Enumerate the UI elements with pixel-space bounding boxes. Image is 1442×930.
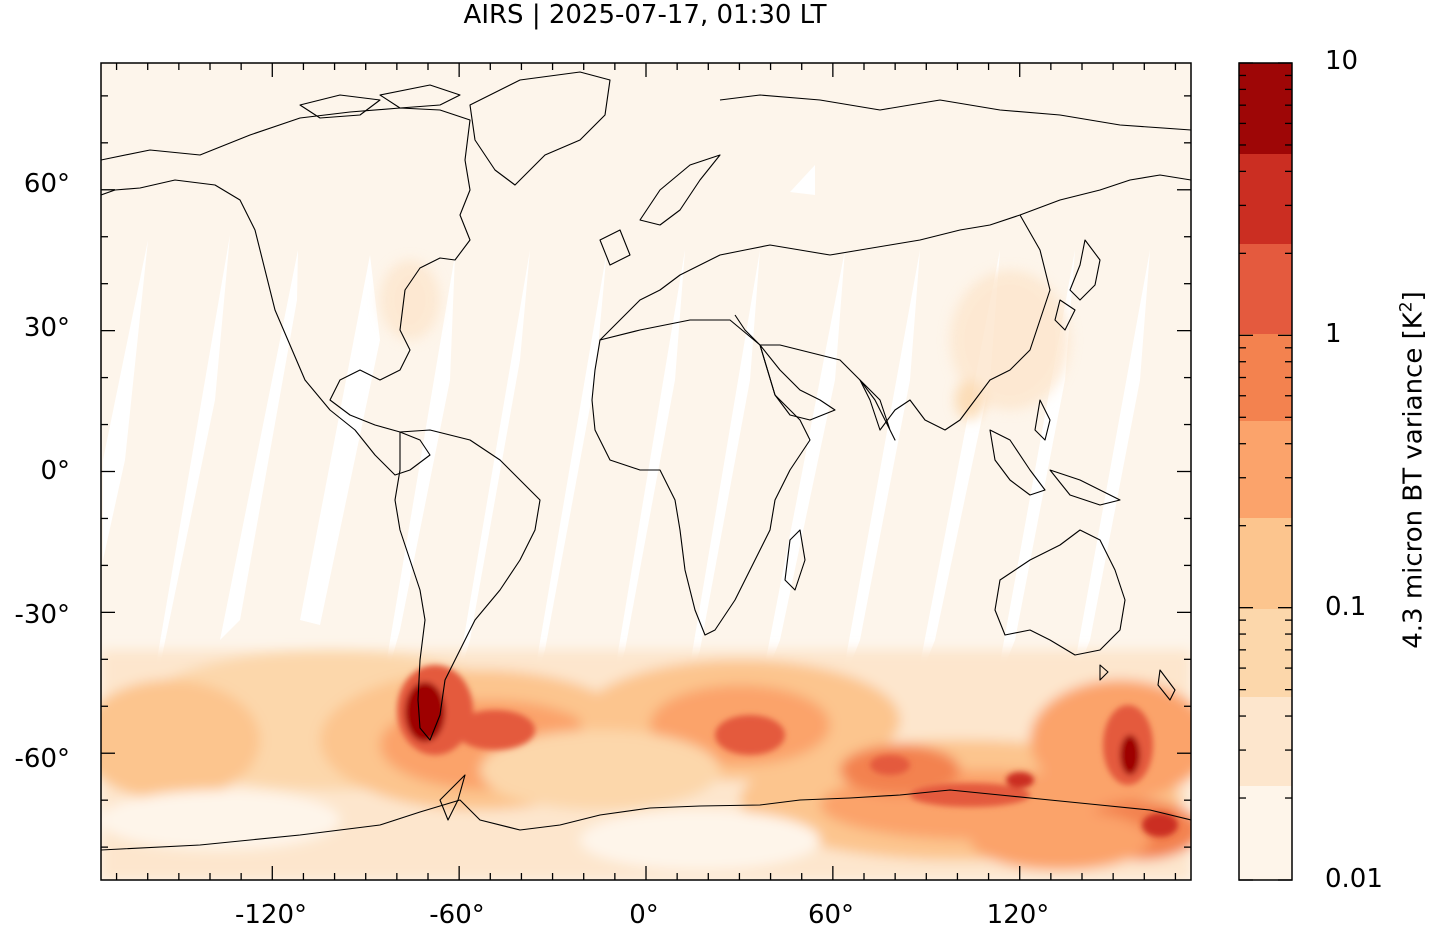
colorbar-band	[1239, 334, 1292, 421]
lon-tick-label: 0°	[629, 900, 659, 930]
colorbar-band	[1239, 154, 1292, 244]
colorbar-tick-label: 0.1	[1325, 592, 1367, 622]
colorbar-band	[1239, 63, 1292, 154]
lat-tick-label: 0°	[40, 456, 70, 486]
colorbar-band	[1239, 697, 1292, 786]
lat-tick-label: 60°	[23, 169, 70, 199]
colorbar-title-sup: 2	[1396, 301, 1417, 313]
lon-tick-label: 60°	[807, 900, 855, 930]
colorbar-ticks	[1239, 62, 1292, 881]
map-plot-area	[101, 63, 1191, 880]
colorbar-tick-label: 10	[1325, 46, 1359, 76]
colorbar-title-end: ]	[1398, 291, 1429, 302]
variance-northern-patches	[380, 260, 1070, 420]
colorbar-tick-label: 1	[1325, 319, 1342, 349]
colorbar-frame	[1238, 62, 1293, 881]
colorbar-title-main: 4.3 micron BT variance [K	[1398, 312, 1429, 649]
lon-tick-label: -60°	[429, 900, 485, 930]
map-title: AIRS | 2025-07-17, 01:30 LT	[463, 0, 827, 30]
colorbar-band	[1239, 421, 1292, 518]
lat-tick-label: -30°	[14, 600, 70, 630]
lat-tick-label: 30°	[23, 313, 70, 343]
colorbar-band	[1239, 786, 1292, 880]
lon-tick-label: -120°	[234, 900, 307, 930]
lon-tick-label: 120°	[986, 900, 1050, 930]
colorbar-tick-label: 0.01	[1325, 864, 1383, 894]
colorbar-band	[1239, 609, 1292, 697]
lat-tick-label: -60°	[14, 744, 70, 774]
axis-ticks	[101, 63, 1191, 880]
colorbar-title: 4.3 micron BT variance [K2]	[1392, 291, 1429, 649]
colorbar-band	[1239, 518, 1292, 609]
colorbar-band	[1239, 244, 1292, 334]
colorbar	[1239, 63, 1292, 880]
variance-field	[101, 650, 1191, 880]
coastlines	[101, 71, 1191, 851]
